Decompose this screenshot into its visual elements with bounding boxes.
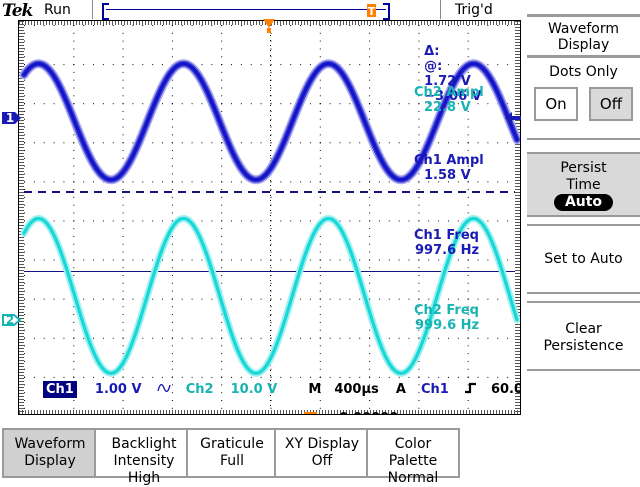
trigger-position-icon[interactable]: T <box>365 4 378 20</box>
bottom-menu-item-3-line2: Off <box>311 453 333 469</box>
persist-time-line2: Time <box>566 177 601 193</box>
bottom-menu-item-4-line2: Palette <box>388 453 438 469</box>
ac-coupling-icon <box>156 382 171 398</box>
bottom-menu-item-3-line1: XY Display <box>284 436 360 452</box>
ch2-freq-label: Ch2 Freq <box>414 303 479 318</box>
record-line <box>106 9 386 10</box>
ch1-ampl-value: 1.58 V <box>424 168 471 183</box>
waveform-ch1 <box>19 59 520 185</box>
cursor-line-dashed[interactable] <box>24 191 515 193</box>
waveform-traces <box>19 59 520 377</box>
side-menu-title: Waveform Display <box>527 14 640 58</box>
cursor-line-solid[interactable] <box>24 271 515 272</box>
side-menu-title-line2: Display <box>557 37 610 53</box>
ch1-selected-tag[interactable]: Ch1 <box>43 381 77 398</box>
trigger-position-pointer[interactable] <box>261 18 277 33</box>
dots-only-label: Dots Only <box>549 64 618 80</box>
tek-logo: Tek <box>2 1 33 21</box>
dots-only-on-button[interactable]: On <box>534 87 578 121</box>
acquisition-state[interactable]: Run <box>44 2 71 18</box>
bottom-menu-item-3[interactable]: XY Display Off <box>274 428 370 478</box>
bottom-menu-bar: Waveform Display Backlight Intensity Hig… <box>0 428 640 486</box>
ch1-scale-value[interactable]: 1.00 V <box>94 382 142 397</box>
timebase-value[interactable]: 400µs <box>334 382 379 397</box>
ch1-marker-label: 1 <box>5 111 15 125</box>
trigger-state: Trig'd <box>455 2 493 18</box>
side-menu: Waveform Display Dots Only On Off Persis… <box>527 14 640 426</box>
bottom-menu-item-2-line2: Full <box>220 453 244 469</box>
cursor-delta-label: Δ: <box>424 44 440 59</box>
horizontal-position-value: 0.00000 s <box>339 411 410 414</box>
ch2-ampl-value: 22.8 V <box>424 100 471 115</box>
side-menu-item-persist-time[interactable]: Persist Time Auto <box>527 152 640 217</box>
ch1-ampl-label: Ch1 Ampl <box>414 153 484 168</box>
divider <box>440 0 441 19</box>
bottom-menu-item-0-line1: Waveform <box>14 436 86 452</box>
ch2-ampl-label: Ch2 Ampl <box>414 85 484 100</box>
cursor-at-label: @: <box>424 59 443 74</box>
graticule-left-edge-ticks <box>19 21 24 414</box>
bottom-menu-item-4[interactable]: Color Palette Normal <box>366 428 460 486</box>
ch1-freq-label: Ch1 Freq <box>414 228 479 243</box>
divider <box>92 0 93 19</box>
channel-status-line: Ch1 1.00 V Ch2 10.0 V M 400µs A Ch1 <box>43 381 520 398</box>
top-status-bar: Tek Run Trig'd T <box>0 0 640 21</box>
ch2-marker-label: 2 <box>5 313 15 327</box>
persist-time-value: Auto <box>553 194 614 211</box>
record-start-bracket <box>102 3 109 20</box>
bottom-menu-item-2-line1: Graticule <box>200 436 264 452</box>
ch2-scale-value[interactable]: 10.0 V <box>230 382 278 397</box>
ch1-reference-marker[interactable]: 1 <box>2 110 22 126</box>
cursor-at-readout: @: −3.06 V <box>397 44 482 119</box>
bottom-menu-item-2[interactable]: Graticule Full <box>186 428 278 478</box>
cursor-delta-value: 1.72 V <box>424 74 471 89</box>
record-length-bar[interactable]: T <box>102 3 390 20</box>
bottom-menu-item-4-line3: Normal <box>387 470 439 486</box>
graticule-right-edge-ticks <box>515 21 520 414</box>
waveform-ch2 <box>20 214 520 377</box>
svg-text:T: T <box>368 5 376 18</box>
rising-edge-icon <box>464 382 477 398</box>
clear-persistence-line2: Persistence <box>543 338 624 354</box>
ch2-reference-marker[interactable]: 2 <box>2 312 22 328</box>
bottom-menu-item-1-line3: High <box>127 470 161 486</box>
ch1-freq-value: 997.6 Hz <box>415 243 480 258</box>
horizontal-position-row[interactable]: T 0.00000 s <box>304 411 411 414</box>
bottom-menu-item-4-line1: Color <box>394 436 432 452</box>
side-menu-item-dots-only: Dots Only On Off <box>527 58 640 140</box>
ch2-tag[interactable]: Ch2 <box>185 382 214 397</box>
dots-only-off-button[interactable]: Off <box>589 87 633 121</box>
bottom-menu-item-0[interactable]: Waveform Display <box>2 428 98 478</box>
side-menu-title-line1: Waveform <box>547 21 620 37</box>
persist-time-line1: Persist <box>560 160 607 176</box>
side-menu-item-set-to-auto[interactable]: Set to Auto <box>527 224 640 294</box>
graticule-vertical-center-axis <box>270 25 271 410</box>
graticule-center-v-ticks <box>24 25 515 410</box>
ch1-level-pointer-icon[interactable] <box>505 110 521 126</box>
record-end-bracket <box>383 3 390 20</box>
clear-persistence-line1: Clear <box>565 321 602 337</box>
graticule-bottom-edge-ticks <box>19 410 520 414</box>
ch2-freq-value: 999.6 Hz <box>415 318 480 333</box>
cursor-at-value: −3.06 V <box>424 89 482 104</box>
trigger-source[interactable]: Ch1 <box>420 382 449 397</box>
bottom-menu-item-0-line2: Display <box>24 453 76 469</box>
bottom-menu-item-1-line1: Backlight <box>111 436 177 452</box>
cursor-delta-readout: Δ: 1.72 V <box>397 29 471 104</box>
graticule-area[interactable]: Δ: 1.72 V @: −3.06 V Ch2 Ampl 22.8 V Ch1… <box>18 20 521 415</box>
trigger-position-icon-small: T <box>304 412 317 414</box>
timebase-label: M <box>308 382 322 397</box>
bottom-menu-item-1[interactable]: Backlight Intensity High <box>94 428 194 486</box>
trigger-level-value[interactable]: 60.0mV <box>490 382 520 397</box>
trigger-source-prefix: A <box>395 382 406 397</box>
arrow-right-icon <box>323 411 340 414</box>
side-menu-item-clear-persistence[interactable]: Clear Persistence <box>527 301 640 371</box>
bottom-menu-item-1-line2: Intensity <box>113 453 175 469</box>
